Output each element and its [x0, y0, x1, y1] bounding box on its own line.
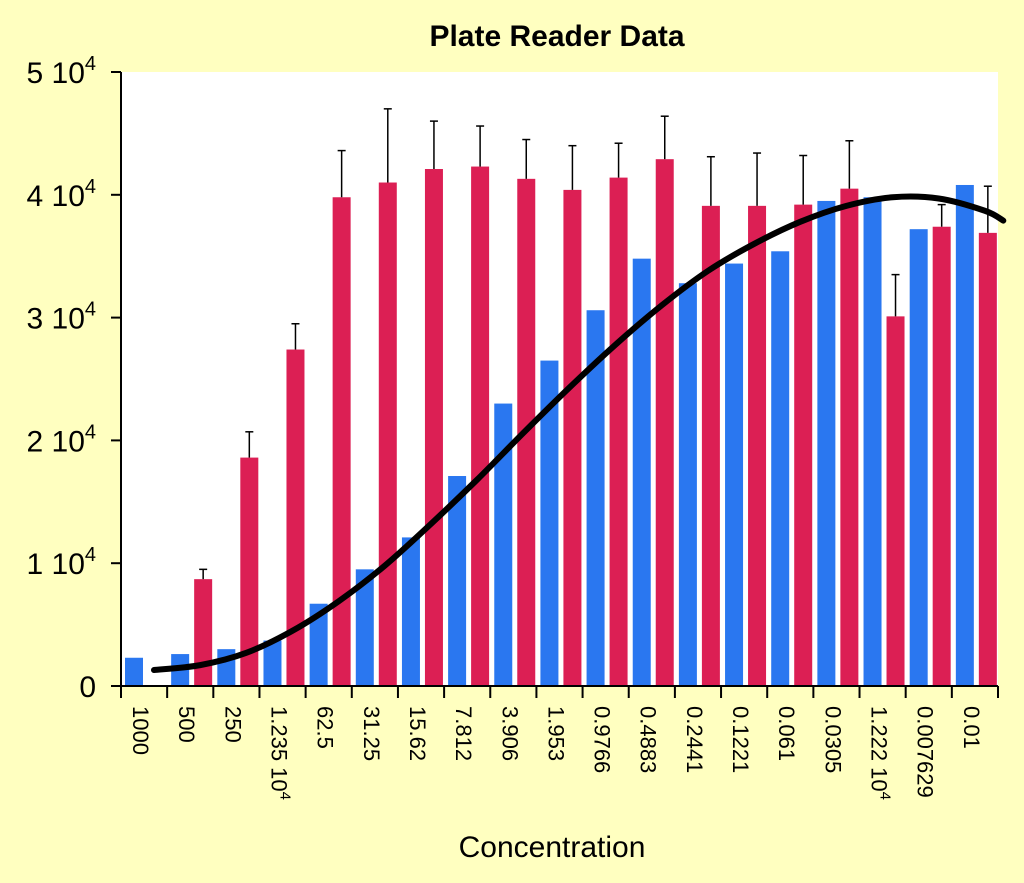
x-tick-label: 0.2441 [682, 706, 707, 773]
bar-red [471, 166, 490, 686]
bar-blue [678, 283, 697, 686]
bar-blue [632, 258, 651, 686]
y-tick-label: 5 104 [26, 53, 96, 90]
bar-red [978, 232, 997, 687]
y-tick-label: 3 104 [26, 299, 96, 336]
y-tick-label: 1 104 [26, 544, 96, 581]
chart-title: Plate Reader Data [429, 20, 684, 53]
bar-blue [863, 197, 882, 687]
axes-layer [120, 72, 998, 687]
bar-red [794, 204, 813, 686]
x-tick-label: 1.222 104 [867, 706, 894, 800]
y-tick-label: 2 104 [26, 421, 96, 458]
bar-blue [586, 310, 605, 686]
error-bars-layer [199, 108, 992, 580]
x-tick-label: 7.812 [451, 706, 476, 761]
bar-red [840, 188, 859, 686]
y-tick-label: 4 104 [26, 176, 96, 213]
x-tick-label: 0.1221 [728, 706, 753, 773]
bar-blue [725, 263, 744, 686]
x-tick-label: 0.01 [959, 706, 984, 749]
x-tick-label: 500 [174, 706, 199, 743]
x-tick-label: 62.5 [313, 706, 338, 749]
bar-blue [263, 640, 282, 686]
x-tick-label: 0.0305 [820, 706, 845, 773]
x-tick-label: 31.25 [359, 706, 384, 761]
x-tick-label: 3.906 [497, 706, 522, 761]
bar-blue [494, 403, 513, 686]
x-tick-label: 1000 [128, 706, 153, 755]
bar-blue [401, 537, 420, 686]
bar-red [194, 579, 213, 686]
bar-red [932, 226, 951, 686]
bar-blue [909, 229, 928, 686]
x-tick-label: 0.007629 [913, 706, 938, 798]
bar-blue [448, 476, 467, 686]
bar-blue [540, 360, 559, 686]
bar-red [748, 205, 767, 687]
bar-red [378, 182, 397, 686]
x-axis-label: Concentration [459, 831, 646, 864]
x-tick-label: 1.953 [543, 706, 568, 761]
x-tick-label: 15.62 [405, 706, 430, 761]
x-tick-labels: 1000 500 250 1.235 104 62.5 31.25 15.62 7.812 3.… [128, 706, 984, 800]
bar-red [240, 457, 259, 686]
bar-red [286, 349, 305, 686]
bar-red [701, 205, 720, 687]
bar-red [424, 169, 443, 687]
bar-red [332, 197, 351, 687]
x-tick-label: 0.4883 [636, 706, 661, 773]
bar-blue [125, 657, 143, 686]
x-tick-label: 250 [220, 706, 245, 743]
y-tick-labels: 0 1 104 2 104 3 104 4 104 5 104 [26, 53, 96, 704]
bars-layer [125, 159, 997, 687]
bar-red [609, 177, 628, 686]
bar-red [886, 316, 905, 686]
x-tick-label: 1.235 104 [266, 706, 293, 800]
x-tick-label: 0.9766 [590, 706, 615, 773]
ticks-layer [111, 71, 999, 698]
bar-blue [817, 200, 836, 686]
bar-blue [355, 569, 374, 686]
bar-blue [771, 251, 790, 686]
y-tick-label: 0 [79, 671, 96, 704]
fit-curve-layer [151, 193, 1007, 674]
x-tick-label: 0.061 [774, 706, 799, 761]
bar-red [655, 159, 674, 687]
bar-blue [955, 184, 974, 686]
fit-curve [151, 193, 1007, 674]
bar-blue [309, 603, 328, 686]
bar-red [563, 189, 582, 686]
